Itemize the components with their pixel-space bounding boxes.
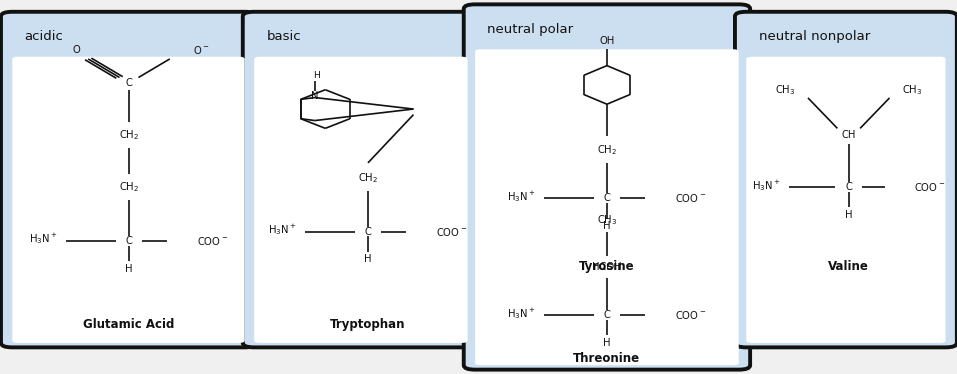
Text: Tryptophan: Tryptophan	[330, 318, 406, 331]
Text: $\mathregular{CH_2}$: $\mathregular{CH_2}$	[597, 143, 617, 157]
Text: N: N	[311, 91, 319, 101]
FancyBboxPatch shape	[464, 4, 750, 370]
Text: OH: OH	[599, 37, 614, 46]
Text: $\mathregular{H_3N}^+$: $\mathregular{H_3N}^+$	[268, 222, 297, 237]
Text: H: H	[365, 254, 371, 264]
Text: $\mathregular{CH_2}$: $\mathregular{CH_2}$	[358, 171, 378, 185]
Text: Tyrosine: Tyrosine	[579, 260, 634, 273]
Text: $\mathregular{COO}^-$: $\mathregular{COO}^-$	[197, 235, 229, 247]
Text: neutral polar: neutral polar	[487, 23, 573, 36]
FancyBboxPatch shape	[1, 12, 256, 347]
FancyBboxPatch shape	[735, 12, 957, 347]
FancyBboxPatch shape	[475, 49, 739, 365]
Text: C: C	[125, 236, 132, 246]
Text: Glutamic Acid: Glutamic Acid	[83, 318, 175, 331]
Text: basic: basic	[266, 30, 301, 43]
Text: Threonine: Threonine	[573, 352, 640, 365]
Text: $\mathregular{CH_2}$: $\mathregular{CH_2}$	[119, 128, 139, 142]
Text: CH: CH	[841, 130, 856, 140]
Text: acidic: acidic	[25, 30, 63, 43]
Text: $\mathregular{O}^-$: $\mathregular{O}^-$	[192, 44, 209, 56]
Text: C: C	[604, 193, 611, 203]
Text: H: H	[313, 71, 321, 80]
Text: H: H	[125, 264, 133, 274]
Text: neutral nonpolar: neutral nonpolar	[759, 30, 870, 43]
Text: H: H	[603, 221, 611, 231]
Text: C: C	[125, 78, 132, 88]
Text: H: H	[603, 338, 611, 348]
Text: C: C	[845, 182, 852, 192]
Text: $\mathregular{H_3N}^+$: $\mathregular{H_3N}^+$	[507, 189, 536, 204]
Text: $\mathregular{CH_2}$: $\mathregular{CH_2}$	[119, 180, 139, 194]
FancyBboxPatch shape	[746, 57, 946, 343]
Text: $\mathregular{COO}^-$: $\mathregular{COO}^-$	[676, 192, 706, 204]
Text: $\mathregular{COO}^-$: $\mathregular{COO}^-$	[676, 309, 706, 321]
Text: $\mathregular{COO}^-$: $\mathregular{COO}^-$	[436, 226, 468, 237]
Text: $\mathregular{CH_3}$: $\mathregular{CH_3}$	[775, 83, 795, 97]
FancyBboxPatch shape	[255, 57, 468, 343]
Text: $\mathregular{COO}^-$: $\mathregular{COO}^-$	[914, 181, 946, 193]
Text: $\mathregular{H_3N}^+$: $\mathregular{H_3N}^+$	[30, 232, 57, 246]
Text: $\mathregular{H_3N}^+$: $\mathregular{H_3N}^+$	[507, 306, 536, 321]
FancyBboxPatch shape	[243, 12, 478, 347]
Text: O: O	[73, 45, 80, 55]
FancyBboxPatch shape	[12, 57, 245, 343]
Text: H: H	[845, 210, 853, 220]
Text: $\mathregular{H_3N}^+$: $\mathregular{H_3N}^+$	[752, 178, 781, 193]
Text: C: C	[604, 310, 611, 320]
Text: $\mathregular{CH_3}$: $\mathregular{CH_3}$	[596, 214, 617, 227]
Text: HCOH: HCOH	[592, 262, 622, 272]
Text: Valine: Valine	[829, 260, 869, 273]
Text: $\mathregular{CH_3}$: $\mathregular{CH_3}$	[901, 83, 923, 97]
Text: C: C	[365, 227, 371, 236]
